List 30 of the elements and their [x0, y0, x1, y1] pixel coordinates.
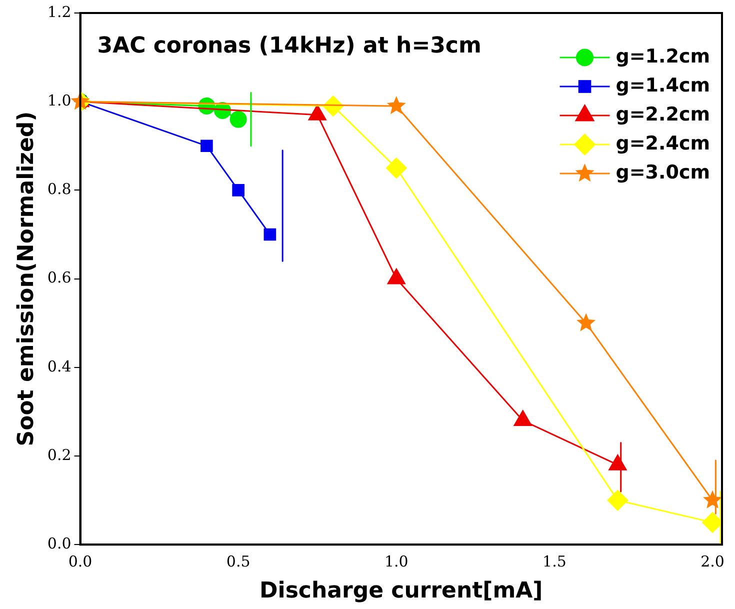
x-axis-title: Discharge current[mA]: [260, 578, 543, 604]
y-tick-label: 0.8: [47, 180, 72, 198]
x-tick-label: 1.0: [384, 552, 408, 570]
point: [264, 228, 276, 241]
y-tick-label: 1.0: [47, 91, 72, 110]
point: [230, 110, 247, 128]
text: 3AC coronas (14kHz) at h=3cm: [97, 34, 482, 59]
y-axis-title: Soot emission(Normalized): [14, 111, 39, 446]
y-tick-label: 0.0: [47, 534, 72, 552]
point: [232, 184, 244, 196]
y-tick-label: 1.2: [47, 2, 72, 21]
point: [702, 512, 722, 533]
point: [576, 313, 596, 332]
x-tick-label: 0.0: [68, 552, 92, 570]
legend-label: g=3.0cm: [616, 161, 710, 184]
point: [703, 490, 722, 508]
legend-label: g=2.4cm: [616, 132, 710, 154]
legend-label: g=1.4cm: [616, 74, 710, 96]
legend-label: g=1.2cm: [616, 45, 710, 68]
x-tick-label: 1.5: [542, 552, 566, 570]
point: [200, 140, 213, 152]
legend-label: g=2.2cm: [616, 103, 710, 126]
y-tick-label: 0.6: [47, 268, 72, 287]
x-tick-label: 0.5: [226, 552, 250, 570]
point: [386, 158, 407, 179]
x-tick-label: 2.0: [700, 552, 724, 570]
y-tick-label: 0.2: [47, 446, 72, 464]
y-tick-label: 0.4: [47, 357, 72, 376]
point: [607, 490, 628, 511]
point: [386, 96, 406, 114]
